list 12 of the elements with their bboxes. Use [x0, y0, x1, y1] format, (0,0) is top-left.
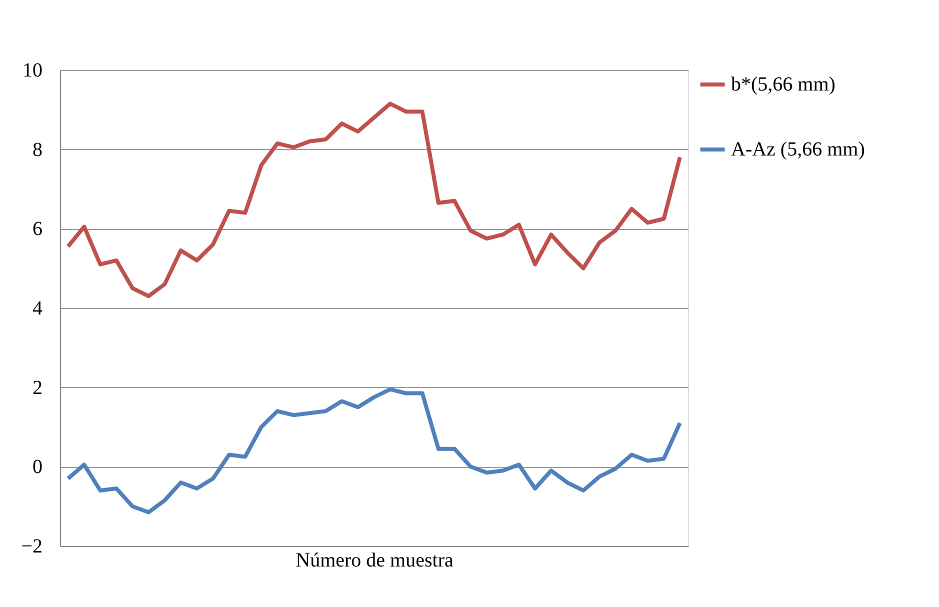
legend-label: A-Az (5,66 mm) — [731, 138, 865, 160]
y-tick-label: 10 — [22, 60, 42, 82]
y-tick-label: −2 — [21, 536, 42, 558]
x-axis-title: Número de muestra — [296, 550, 454, 572]
legend-label: b*(5,66 mm) — [731, 74, 836, 96]
y-tick-label: 8 — [32, 138, 42, 161]
line-series — [66, 102, 682, 298]
line-series — [66, 387, 682, 514]
y-tick-label: 6 — [32, 218, 42, 240]
y-tick-label: 2 — [32, 376, 42, 399]
y-tick-label: 0 — [32, 456, 42, 478]
y-tick-label: 4 — [32, 298, 42, 320]
